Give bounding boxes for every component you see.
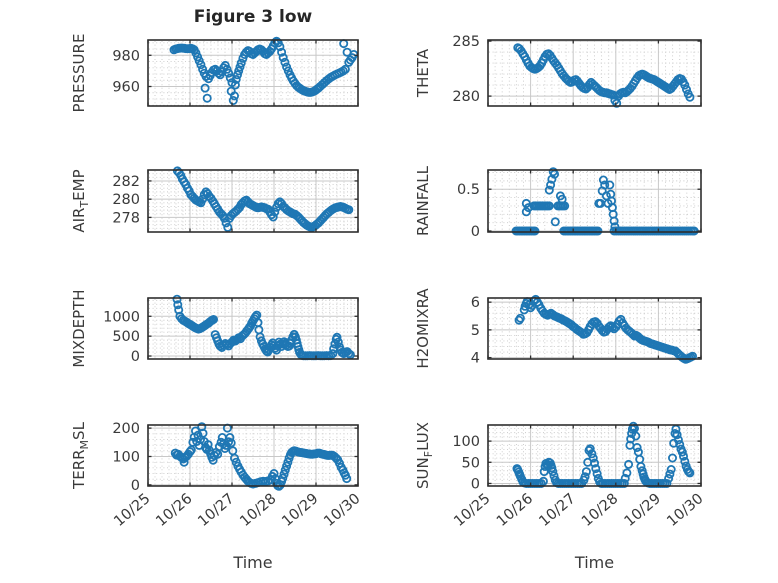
svg-text:285: 285 [452,34,480,50]
svg-text:0: 0 [131,478,140,494]
y-tick-labels: 0 100 200 [112,421,140,494]
y-tick-labels: 280 285 [452,34,480,105]
x-axis-label-left: Time [233,553,273,572]
svg-text:0: 0 [131,349,140,365]
subplot-h2omixra: 4 5 6 H2OMIXRA [414,288,702,369]
subplot-pressure: 960 980 PRESSURE [70,34,359,113]
data-points [514,294,698,364]
x-tick-labels: 10/25 10/26 10/27 10/28 10/29 10/30 [111,491,363,530]
major-grid [488,40,701,106]
axes-box [147,424,359,487]
data-points [172,294,355,361]
subplot-sun-flux: 0 50 100 SUNFLUX 10/25 10/26 10/27 10/28 10/29 10… [414,421,707,530]
svg-text:10/25: 10/25 [451,491,493,530]
svg-text:10/28: 10/28 [237,491,279,530]
y-axis-label: AIRTEMP [70,169,91,232]
svg-text:980: 980 [112,48,140,64]
y-tick-labels: 00.5 [457,182,480,240]
svg-text:5: 5 [471,323,480,339]
x-tick-labels: 10/25 10/26 10/27 10/28 10/29 10/30 [451,491,706,530]
svg-text:10/29: 10/29 [622,491,664,530]
y-tick-labels: 0 500 1000 [103,309,140,365]
svg-text:10/26: 10/26 [153,491,195,530]
tick-marks [487,40,702,106]
svg-text:6: 6 [471,295,480,311]
y-tick-labels: 4 5 6 [471,295,480,366]
svg-text:100: 100 [452,434,480,450]
axes-box [487,424,702,487]
svg-text:10/29: 10/29 [279,491,321,530]
axes-box [147,169,359,233]
x-axis-label-right: Time [574,553,615,572]
svg-text:10/27: 10/27 [536,491,578,530]
svg-text:10/25: 10/25 [111,491,153,530]
svg-text:0: 0 [471,476,480,492]
svg-text:10/26: 10/26 [494,491,536,530]
axes-box [147,297,359,360]
tick-marks [147,298,359,359]
data-points [512,421,695,488]
svg-text:200: 200 [112,421,140,437]
subplot-mixdepth: 0 500 1000 MIXDEPTH [70,289,359,368]
svg-text:0: 0 [471,224,480,240]
tick-marks [147,425,359,486]
y-tick-labels: 960 980 [112,48,140,95]
data-points [511,167,699,236]
axes-box [487,39,702,107]
tick-marks [487,425,702,486]
y-axis-label: TERRMSL [70,421,91,490]
svg-text:10/27: 10/27 [195,491,237,530]
svg-text:10/28: 10/28 [579,491,621,530]
y-axis-label: H2OMIXRA [414,288,432,369]
axes-box [487,297,702,360]
svg-text:280: 280 [452,89,480,105]
axes-box [487,169,702,233]
svg-text:1000: 1000 [103,309,140,325]
svg-text:960: 960 [112,79,140,95]
y-tick-labels: 278 280 282 [112,174,140,226]
axes-box [147,39,359,107]
y-axis-label: THETA [414,48,432,98]
y-axis-label: MIXDEPTH [70,289,88,367]
y-tick-labels: 0 50 100 [452,434,480,492]
data-points [172,166,354,232]
y-axis-label: SUNFLUX [414,422,435,489]
subplot-theta: 280 285 THETA [414,34,702,108]
subplot-terr-msl: 0 100 200 TERRMSL 10/25 10/26 10/27 10/28 10/29 1… [70,421,364,530]
data-points [513,43,695,108]
y-axis-label: PRESSURE [70,34,88,113]
tick-marks [487,298,702,359]
svg-text:278: 278 [112,210,140,226]
tick-marks [487,170,702,232]
tick-marks [147,40,359,106]
figure-title: Figure 3 low [193,7,313,27]
svg-text:0.5: 0.5 [457,182,480,198]
data-points [169,36,359,106]
svg-text:10/30: 10/30 [321,491,363,530]
tick-marks [147,170,359,232]
svg-text:280: 280 [112,192,140,208]
svg-text:10/30: 10/30 [664,491,706,530]
svg-text:50: 50 [462,455,480,471]
svg-text:282: 282 [112,174,140,190]
y-axis-label: RAINFALL [414,165,432,236]
subplot-air-temp: 278 280 282 AIRTEMP [70,166,359,233]
svg-text:100: 100 [112,449,140,465]
svg-text:500: 500 [112,329,140,345]
svg-text:4: 4 [471,351,480,367]
